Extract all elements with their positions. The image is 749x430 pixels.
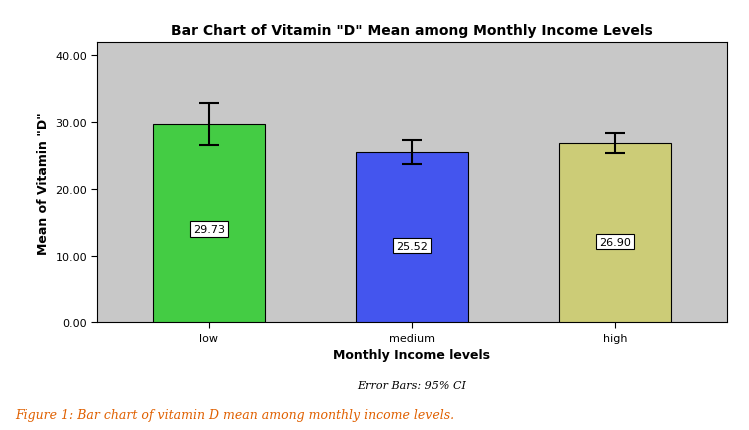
Bar: [154, 125, 265, 322]
Y-axis label: Mean of Vitamin "D": Mean of Vitamin "D": [37, 111, 49, 254]
Text: 29.73: 29.73: [193, 224, 225, 234]
Bar: [559, 144, 670, 322]
X-axis label: Monthly Income levels: Monthly Income levels: [333, 348, 491, 361]
Bar: [356, 153, 468, 322]
Text: 25.52: 25.52: [396, 241, 428, 251]
Text: 26.90: 26.90: [599, 237, 631, 247]
Text: Error Bars: 95% CI: Error Bars: 95% CI: [357, 381, 467, 390]
Text: Figure 1: Bar chart of vitamin D mean among monthly income levels.: Figure 1: Bar chart of vitamin D mean am…: [15, 408, 454, 421]
Title: Bar Chart of Vitamin "D" Mean among Monthly Income Levels: Bar Chart of Vitamin "D" Mean among Mont…: [171, 24, 653, 38]
